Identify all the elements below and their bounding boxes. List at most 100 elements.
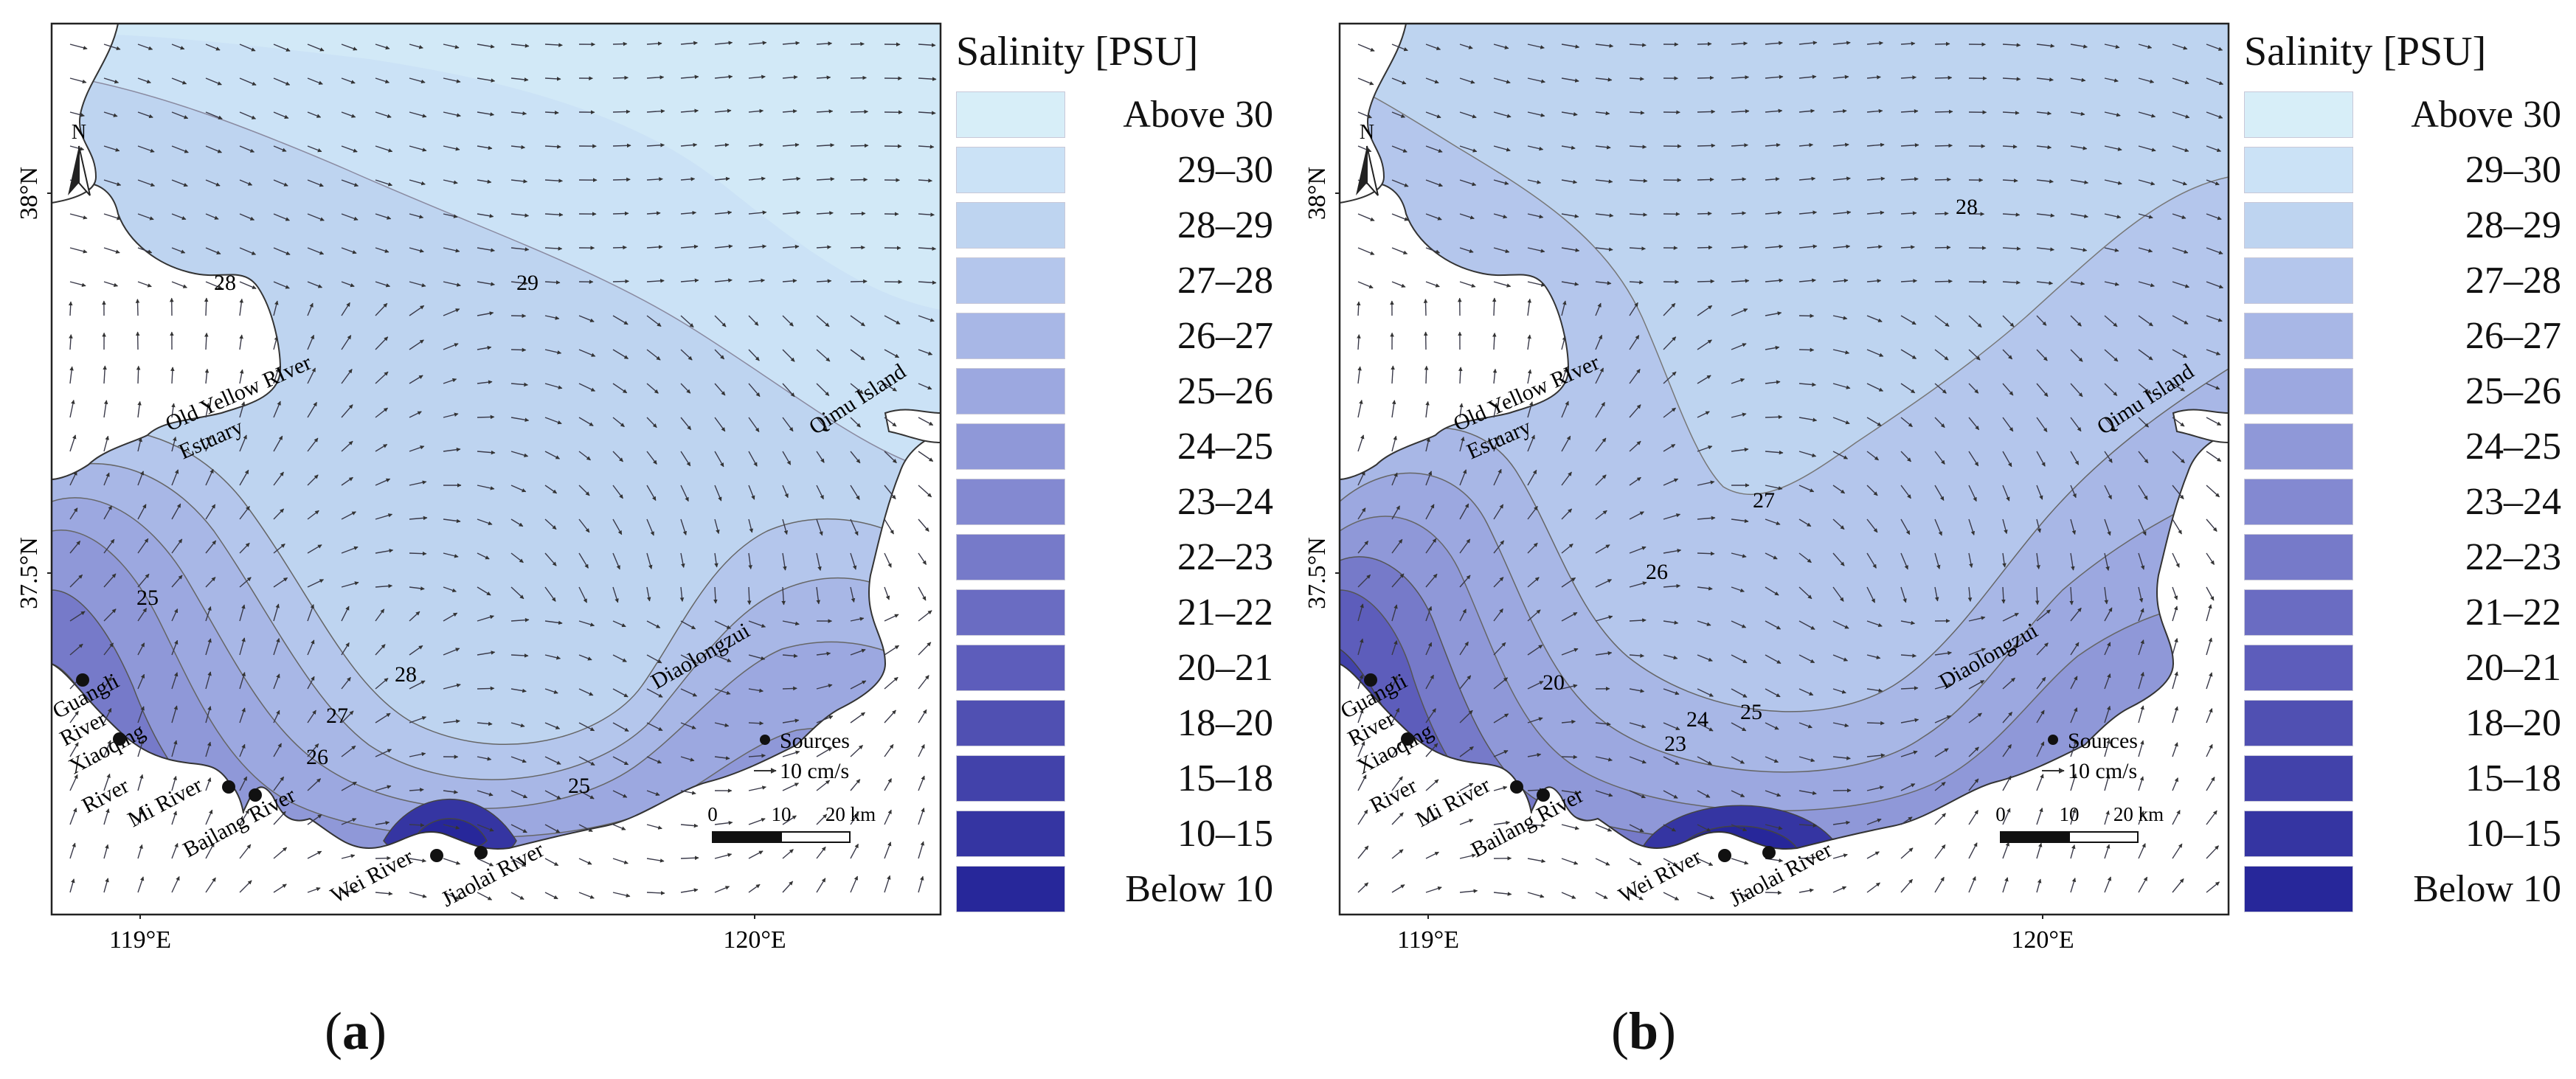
velocity-arrow	[1934, 315, 1950, 327]
velocity-arrow	[782, 653, 798, 659]
velocity-arrow	[171, 639, 179, 656]
velocity-arrow	[307, 579, 325, 588]
legend-label: 10–15	[2465, 813, 2561, 855]
velocity-arrow	[477, 552, 490, 560]
velocity-arrow	[205, 606, 212, 622]
velocity-arrow	[850, 812, 859, 825]
legend-swatch	[956, 589, 1065, 636]
velocity-arrow	[544, 756, 561, 765]
velocity-arrow	[680, 451, 691, 467]
velocity-arrow	[273, 811, 286, 825]
velocity-arrow	[816, 747, 833, 757]
velocity-arrow	[137, 44, 153, 50]
velocity-arrow	[307, 510, 319, 520]
velocity-arrow	[1459, 111, 1477, 119]
velocity-arrow	[1527, 44, 1545, 49]
velocity-arrow	[1731, 143, 1748, 148]
velocity-arrow	[1900, 211, 1917, 215]
velocity-arrow	[477, 650, 496, 656]
velocity-arrow	[443, 518, 461, 524]
velocity-arrow	[1832, 41, 1851, 45]
legend-swatch	[2244, 811, 2353, 857]
velocity-arrow	[1391, 145, 1408, 153]
velocity-arrow	[307, 367, 316, 384]
legend-label: 23–24	[1177, 481, 1273, 523]
velocity-arrow	[375, 213, 392, 220]
velocity-arrow	[205, 77, 222, 86]
velocity-arrow	[680, 552, 685, 568]
velocity-arrow	[850, 552, 857, 570]
velocity-arrow	[680, 722, 696, 729]
velocity-arrow	[612, 824, 626, 830]
velocity-arrow	[680, 210, 697, 215]
velocity-arrow	[307, 213, 325, 221]
velocity-arrow	[2172, 77, 2189, 85]
legend-item: 28–29	[2244, 198, 2561, 253]
velocity-arrow	[443, 179, 458, 184]
velocity-arrow	[1595, 213, 1614, 218]
velocity-arrow	[69, 111, 85, 117]
velocity-arrow	[375, 179, 393, 187]
velocity-arrow	[1459, 145, 1478, 153]
land-northwest	[52, 24, 282, 481]
velocity-arrow	[103, 247, 120, 254]
velocity-arrow	[612, 858, 629, 864]
velocity-arrow	[2104, 315, 2118, 327]
velocity-arrow	[273, 400, 281, 418]
velocity-arrow	[714, 853, 733, 859]
velocity-arrow	[2206, 145, 2222, 153]
velocity-arrow	[748, 485, 755, 500]
velocity-arrow	[850, 744, 863, 757]
velocity-arrow	[1697, 75, 1714, 80]
velocity-arrow	[1595, 77, 1613, 82]
legend-item: Above 30	[2244, 87, 2561, 142]
velocity-arrow	[375, 712, 391, 724]
velocity-arrow	[307, 778, 322, 791]
velocity-arrow	[69, 77, 87, 84]
velocity-arrow	[2138, 247, 2153, 253]
velocity-arrow	[748, 785, 766, 791]
velocity-arrow	[1934, 177, 1951, 182]
velocity-arrow	[69, 434, 77, 452]
velocity-arrow	[816, 715, 834, 724]
velocity-arrow	[816, 485, 824, 500]
contour-label: 24	[1686, 707, 1708, 732]
velocity-arrow	[273, 471, 284, 486]
velocity-arrow	[273, 673, 280, 690]
velocity-arrow	[1832, 244, 1851, 249]
velocity-arrow	[680, 108, 699, 114]
velocity-arrow	[850, 451, 861, 464]
velocity-arrow	[714, 315, 727, 327]
velocity-arrow	[1731, 343, 1747, 350]
velocity-arrow	[443, 343, 459, 350]
velocity-arrow	[544, 485, 558, 494]
velocity-arrow	[205, 44, 221, 51]
velocity-arrow	[646, 211, 661, 215]
legend-label: Below 10	[1125, 868, 1273, 910]
scale-tick: 0	[1995, 803, 2006, 825]
scale-tick: 10	[772, 803, 792, 825]
velocity-arrow	[1934, 75, 1953, 80]
velocity-arrow	[1866, 176, 1886, 181]
velocity-arrow	[510, 586, 524, 600]
velocity-arrow	[2138, 179, 2156, 186]
velocity-arrow	[816, 211, 834, 215]
velocity-arrow	[2070, 417, 2082, 432]
velocity-arrow	[137, 247, 153, 254]
velocity-arrow	[2104, 383, 2118, 396]
velocity-arrow	[1629, 369, 1641, 384]
velocity-arrow	[510, 145, 526, 150]
velocity-arrow	[69, 44, 88, 50]
velocity-arrow	[918, 111, 936, 115]
scale-bar-white	[2068, 831, 2139, 843]
velocity-arrow	[443, 378, 457, 384]
velocity-arrow	[2070, 315, 2082, 327]
velocity-arrow	[1832, 142, 1849, 148]
velocity-arrow	[375, 644, 386, 656]
velocity-arrow	[1561, 145, 1576, 150]
velocity-arrow	[477, 311, 494, 316]
lon-tick-120: 120°E	[2011, 926, 2074, 954]
velocity-arrow	[714, 210, 733, 215]
velocity-arrow	[612, 245, 627, 250]
velocity-arrow	[341, 710, 354, 724]
